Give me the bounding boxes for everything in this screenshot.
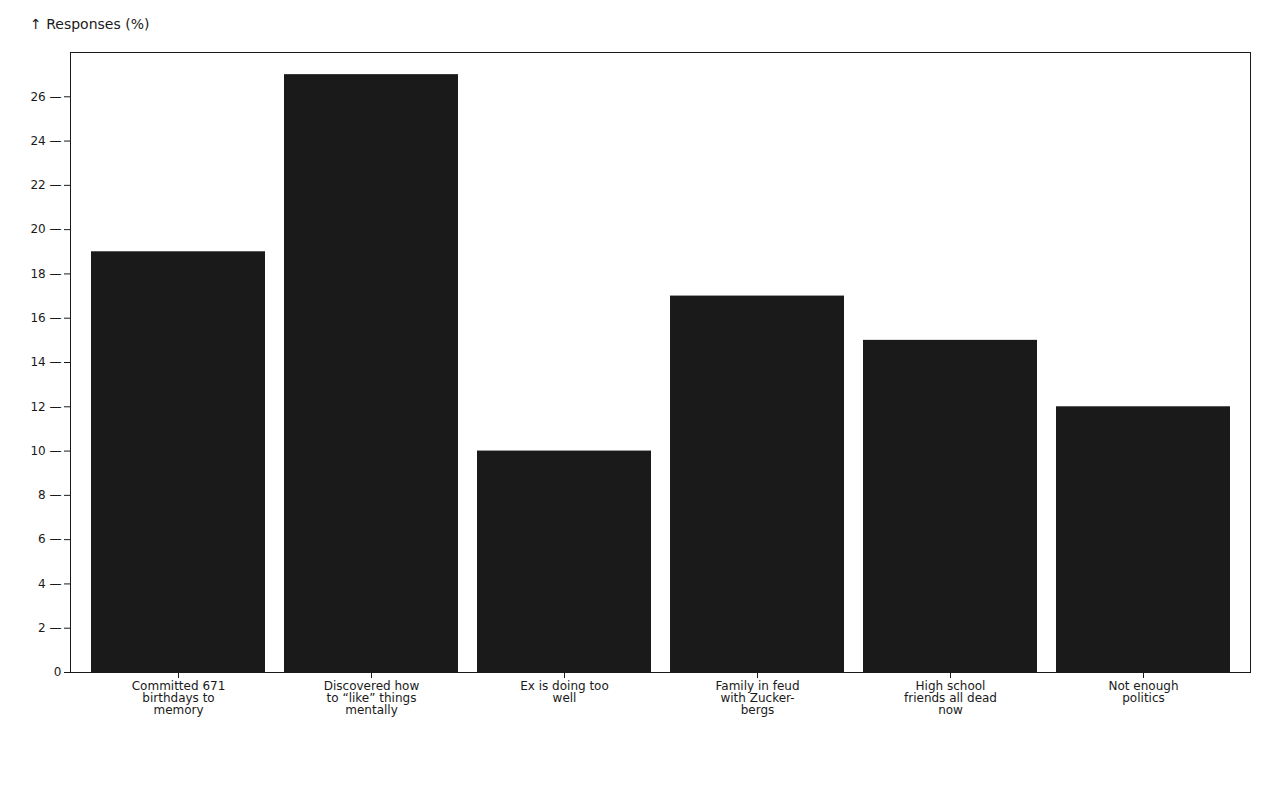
svg-text:Family in feudwith Zucker-berg: Family in feudwith Zucker-bergs: [715, 679, 799, 717]
svg-text:Committed 671birthdays tomemor: Committed 671birthdays tomemory: [132, 679, 226, 717]
svg-text:12 —: 12 —: [30, 400, 61, 414]
svg-text:24 —: 24 —: [30, 134, 61, 148]
svg-text:Discovered howto “like” things: Discovered howto “like” thingsmentally: [324, 679, 420, 717]
svg-text:Not enoughpolitics: Not enoughpolitics: [1109, 679, 1179, 705]
svg-text:26 —: 26 —: [30, 90, 61, 104]
svg-text:0: 0: [54, 665, 62, 679]
svg-text:8 —: 8 —: [38, 488, 61, 502]
svg-text:22 —: 22 —: [30, 178, 61, 192]
svg-text:High schoolfriends all deadnow: High schoolfriends all deadnow: [904, 679, 997, 717]
svg-text:16 —: 16 —: [30, 311, 61, 325]
svg-text:Ex is doing toowell: Ex is doing toowell: [520, 679, 609, 705]
html-text:↑ Responses (%): ↑ Responses (%): [30, 16, 150, 32]
svg-text:14 —: 14 —: [30, 355, 61, 369]
svg-text:20 —: 20 —: [30, 222, 61, 236]
svg-text:18 —: 18 —: [30, 267, 61, 281]
svg-text:10 —: 10 —: [30, 444, 61, 458]
svg-text:4 —: 4 —: [38, 577, 61, 591]
svg-text:6 —: 6 —: [38, 532, 61, 546]
svg-text:2 —: 2 —: [38, 621, 61, 635]
